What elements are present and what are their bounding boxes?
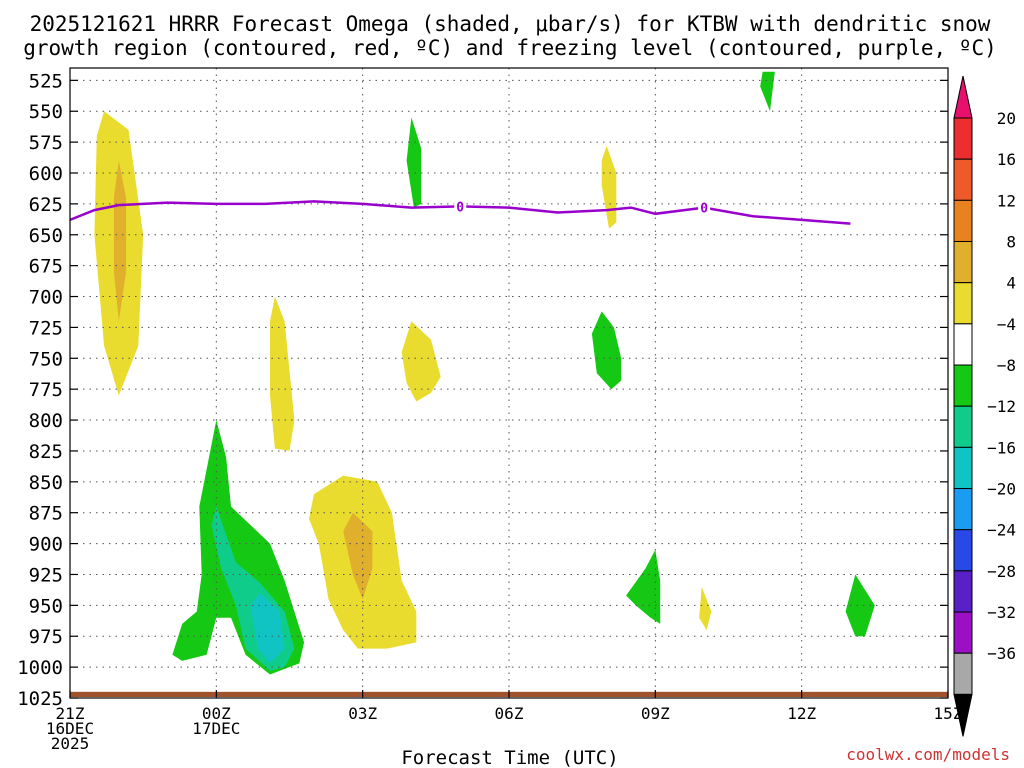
colorbar-label-4: 4: [1006, 274, 1016, 293]
y-tick-label-875: 875: [29, 503, 63, 525]
x-tick-label-3-0: 00Z: [202, 704, 231, 723]
colorbar-segment-3: [953, 199, 973, 243]
y-tick-label-1000: 1000: [17, 657, 63, 679]
y-tick-label-700: 700: [29, 287, 63, 309]
y-tick-label-825: 825: [29, 441, 63, 463]
colorbar-label-1: 16: [997, 150, 1016, 169]
x-tick-label-15-0: 12Z: [787, 704, 816, 723]
colorbar-segment-14: [953, 652, 973, 695]
omega-region-green-g: [760, 71, 775, 112]
freezing-level-label-1: 0: [700, 202, 708, 217]
x-tick-label-18-0: 15Z: [934, 704, 963, 723]
colorbar-segment-9: [953, 446, 973, 490]
colorbar-segment-4: [953, 241, 973, 284]
x-tick-label-12-0: 09Z: [641, 704, 670, 723]
y-tick-label-600: 600: [29, 163, 63, 185]
colorbar-label-10: −24: [987, 521, 1016, 540]
credit-text[interactable]: coolwx.com/models: [846, 745, 1010, 764]
chart-title-line1: 2025121621 HRRR Forecast Omega (shaded, …: [30, 12, 991, 36]
x-tick-label-9-0: 06Z: [495, 704, 524, 723]
colorbar-segment-15: [953, 693, 973, 737]
chart-title-line2: growth region (contoured, red, ºC) and f…: [23, 36, 997, 60]
colorbar-label-8: −16: [987, 438, 1016, 457]
y-tick-label-800: 800: [29, 410, 63, 432]
colorbar-label-12: −32: [987, 603, 1016, 622]
colorbar-segment-5: [953, 282, 973, 325]
colorbar-label-13: −36: [987, 644, 1016, 663]
colorbar-label-5: −4: [997, 315, 1016, 334]
omega-region-green-l: [845, 574, 875, 637]
y-tick-label-525: 525: [29, 70, 63, 92]
colorbar-segment-10: [953, 488, 973, 531]
y-tick-label-925: 925: [29, 564, 63, 586]
colorbar-segment-13: [953, 611, 973, 654]
x-tick-label-0-2: 2025: [51, 734, 90, 753]
colorbar-segment-6: [953, 323, 973, 366]
freezing-level-label-0: 0: [456, 200, 464, 215]
omega-colorbar: 20 16 12 8 4 −4 −8 −12 −16 −20 −24 −28 −32 −36: [953, 75, 1016, 737]
omega-region-green-f: [591, 311, 622, 390]
colorbar-segment-1: [953, 117, 973, 160]
colorbar-label-9: −20: [987, 480, 1016, 499]
colorbar-label-0: 20: [997, 109, 1016, 128]
omega-region-yellow-d: [401, 321, 441, 402]
omega-region-orange-h: [343, 512, 373, 600]
colorbar-segment-8: [953, 405, 973, 448]
colorbar-label-7: −12: [987, 397, 1016, 416]
omega-region-yellow-k: [699, 586, 712, 631]
omega-region-cyan-i: [250, 593, 285, 664]
omega-region-green-c: [406, 117, 422, 208]
x-tick-label-0-1: 16DEC: [46, 719, 94, 738]
omega-shaded-regions: [94, 71, 875, 675]
y-tick-label-950: 950: [29, 595, 63, 617]
x-axis-label: Forecast Time (UTC): [401, 747, 618, 768]
colorbar-segment-7: [953, 364, 973, 407]
y-tick-label-575: 575: [29, 132, 63, 154]
colorbar-segment-2: [953, 158, 973, 201]
y-tick-label-725: 725: [29, 317, 63, 339]
freezing-label-bg-1: [698, 199, 711, 216]
x-tick-label-3-1: 17DEC: [192, 719, 240, 738]
colorbar-segment-0: [953, 75, 973, 119]
colorbar-segment-12: [953, 570, 973, 613]
y-tick-label-775: 775: [29, 379, 63, 401]
x-tick-label-6-0: 03Z: [348, 704, 377, 723]
y-tick-label-750: 750: [29, 348, 63, 370]
y-tick-label-550: 550: [29, 101, 63, 123]
omega-region-yellow-e: [601, 145, 617, 229]
colorbar-label-2: 12: [997, 191, 1016, 210]
colorbar-segment-11: [953, 529, 973, 572]
y-tick-label-850: 850: [29, 472, 63, 494]
omega-region-orange-a: [113, 160, 127, 322]
y-tick-label-650: 650: [29, 225, 63, 247]
x-tick-label-0-0: 21Z: [56, 704, 85, 723]
freezing-label-bg-0: [454, 198, 467, 215]
pressure-axis: 525 550 575 600 625 650 675 700 725 750 775 800 825 8…: [17, 70, 948, 710]
y-tick-label-900: 900: [29, 534, 63, 556]
y-tick-label-625: 625: [29, 194, 63, 216]
colorbar-label-3: 8: [1006, 233, 1016, 252]
y-tick-label-1025: 1025: [17, 688, 63, 710]
omega-region-yellow-b: [270, 296, 295, 451]
colorbar-label-6: −8: [997, 356, 1016, 375]
omega-region-green-j: [626, 549, 661, 624]
colorbar-label-11: −28: [987, 562, 1016, 581]
y-tick-label-975: 975: [29, 626, 63, 648]
y-tick-label-675: 675: [29, 256, 63, 278]
freezing-level-line: [69, 200, 851, 225]
